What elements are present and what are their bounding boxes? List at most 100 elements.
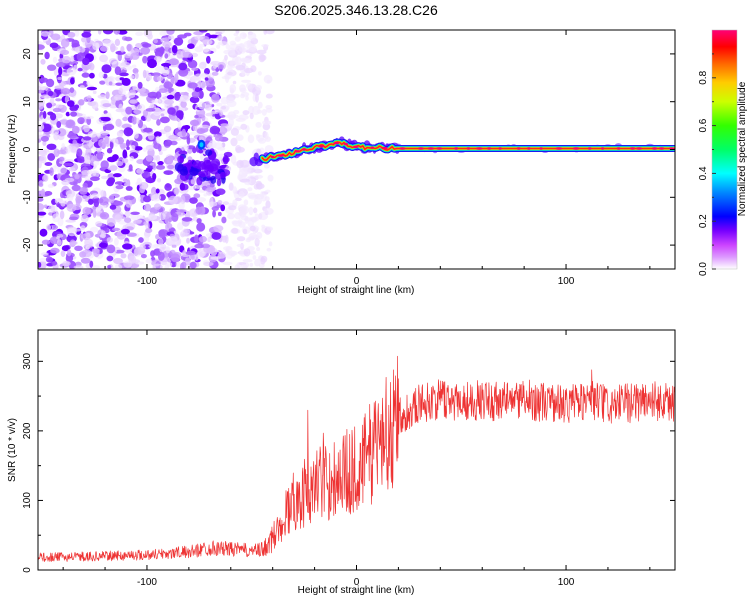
spectrogram-noise-blob: [42, 174, 49, 182]
colorbar-tick-label: 0.8: [698, 70, 709, 84]
spectrogram-noise-blob: [120, 228, 130, 235]
spectrogram-x-tick-label: 0: [354, 276, 360, 287]
spectrogram-noise-blob: [152, 263, 163, 269]
spectrogram-noise-blob: [241, 79, 252, 83]
spectrogram-noise-blob: [46, 102, 53, 109]
spectrogram-noise-blob: [222, 261, 233, 266]
spectrogram-noise-blob: [138, 237, 144, 243]
spectrogram-noise-blob: [193, 193, 201, 199]
spectrogram-noise-blob: [142, 69, 147, 79]
spectrogram-noise-blob: [236, 236, 246, 242]
spectrogram-noise-blob: [81, 31, 92, 38]
spectrogram-noise-blob: [209, 110, 220, 115]
spectrogram-noise-blob: [242, 259, 253, 263]
spectrogram-noise-blob: [216, 35, 224, 41]
spectrogram-noise-blob: [44, 191, 53, 196]
spectrogram-noise-blob: [194, 73, 203, 79]
spectrogram-noise-blob: [95, 221, 103, 227]
spectrogram-noise-blob: [129, 99, 138, 104]
spectrogram-noise-blob: [84, 238, 93, 246]
chart-title: S206.2025.346.13.28.C26: [274, 2, 438, 18]
spectrogram-noise-blob: [161, 66, 170, 76]
spectrogram-noise-blob: [176, 110, 184, 119]
spectrogram-noise-blob: [222, 201, 229, 206]
spectrogram-noise-blob: [67, 133, 77, 139]
spectrogram-noise-blob: [157, 251, 165, 261]
spectrogram-noise-blob: [204, 77, 209, 81]
spectrogram-noise-blob: [203, 193, 208, 197]
spectrogram-line-peak: [636, 147, 643, 150]
spectrogram-noise-blob: [71, 184, 81, 192]
spectrogram-noise-blob: [245, 95, 249, 101]
spectrogram-noise-blob: [92, 265, 100, 269]
spectrogram-noise-blob: [235, 197, 242, 202]
spectrogram-noise-blob: [229, 60, 234, 68]
spectrogram-noise-blob: [255, 93, 259, 103]
spectrogram-line-peak: [381, 146, 388, 150]
spectrogram-noise-blob: [82, 206, 91, 216]
spectrogram-noise-blob: [159, 116, 170, 124]
spectrogram-noise-blob: [217, 200, 223, 205]
spectrogram-noise-blob: [155, 234, 160, 240]
spectrogram-noise-blob: [174, 92, 181, 101]
spectrogram-cluster-blob: [210, 158, 221, 169]
spectrogram-noise-blob: [139, 243, 146, 252]
spectrogram-noise-blob: [55, 62, 66, 68]
spectrogram-noise-blob: [207, 236, 211, 243]
spectrogram-noise-blob: [265, 30, 275, 35]
spectrogram-x-label: Height of straight line (km): [298, 285, 415, 296]
spectrogram-cluster-blob: [180, 183, 189, 191]
spectrogram-noise-blob: [99, 45, 109, 52]
spectrogram-noise-blob: [140, 254, 147, 259]
spectrogram-noise-blob: [263, 74, 273, 84]
spectrogram-noise-blob: [212, 209, 217, 218]
spectrogram-noise-blob: [264, 145, 274, 154]
spectrogram-noise-blob: [266, 226, 274, 231]
spectrogram-noise-blob: [238, 175, 243, 181]
spectrogram-noise-blob: [142, 55, 148, 64]
spectrogram-noise-blob: [195, 206, 203, 215]
spectrogram-noise-blob: [217, 251, 226, 259]
spectrogram-noise-blob: [80, 233, 91, 241]
spectrogram-noise-blob: [249, 112, 254, 120]
spectrogram-noise-blob: [166, 262, 173, 267]
spectrogram-noise-blob: [206, 55, 211, 64]
spectrogram-noise-blob: [255, 121, 262, 128]
spectrogram-noise-blob: [47, 204, 58, 213]
spectrogram-noise-blob: [264, 189, 271, 193]
spectrogram-noise-blob: [102, 30, 114, 35]
spectrogram-line-peak: [427, 147, 435, 150]
spectrogram-noise-blob: [56, 121, 62, 128]
spectrogram-noise-blob: [54, 85, 65, 90]
spectrogram-noise-blob: [52, 213, 60, 223]
spectrogram-noise-blob: [173, 230, 178, 235]
spectrogram-noise-blob: [228, 182, 234, 191]
spectrogram-noise-blob: [128, 164, 133, 172]
spectrogram-noise-blob: [156, 119, 161, 126]
spectrogram-noise-blob: [255, 84, 262, 91]
spectrogram-noise-blob: [255, 134, 261, 139]
spectrogram-noise-blob: [142, 43, 152, 48]
spectrogram-noise-blob: [166, 155, 174, 165]
spectrogram-noise-blob: [122, 243, 133, 250]
spectrogram-line-peak: [343, 142, 349, 146]
spectrogram-noise-blob: [233, 109, 240, 115]
spectrogram-cluster-blob: [189, 167, 199, 176]
spectrogram-noise-blob: [195, 251, 205, 258]
spectrogram-noise-blob: [39, 228, 48, 237]
spectrogram-noise-blob: [167, 107, 176, 115]
spectrogram-noise-blob: [243, 67, 254, 74]
spectrogram-cluster-blob: [210, 175, 217, 184]
spectrogram-noise-blob: [113, 200, 124, 206]
spectrogram-line-peak: [539, 147, 543, 150]
colorbar-tick-label: 0.6: [698, 118, 709, 132]
spectrogram-noise-blob: [143, 195, 152, 203]
spectrogram-noise-blob: [263, 30, 267, 35]
spectrogram-noise-blob: [107, 156, 117, 163]
spectrogram-noise-blob: [178, 68, 189, 77]
spectrogram-cluster-blob: [220, 171, 226, 179]
spectrogram-noise-blob: [256, 247, 261, 251]
spectrogram-noise-blob: [113, 173, 122, 178]
spectrogram-noise-blob: [106, 255, 114, 262]
